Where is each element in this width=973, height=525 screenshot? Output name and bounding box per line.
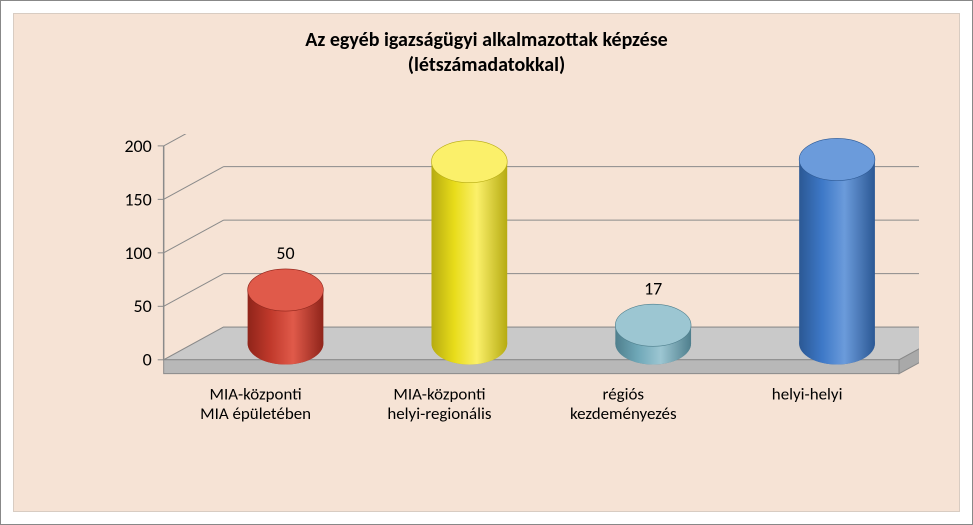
chart-title-line2: (létszámadatokkal) — [14, 53, 959, 78]
category-label: régiós — [603, 383, 645, 404]
ytick-label: 100 — [124, 242, 151, 264]
category-label: MIA épületében — [200, 403, 311, 424]
chart-plot-area: 05010015020050MIA-központiMIA épületében… — [74, 134, 919, 441]
bar-cylinder — [799, 159, 875, 364]
category-label: MIA-központi — [210, 383, 302, 404]
chart-background: Az egyéb igazságügyi alkalmazottak képzé… — [13, 13, 960, 512]
category-label: MIA-központi — [393, 383, 485, 404]
bar-value-label: 17 — [644, 277, 662, 299]
ytick-label: 200 — [124, 135, 151, 157]
bar-cylinder — [431, 162, 507, 365]
ytick-label: 0 — [143, 349, 152, 371]
chart-svg: 05010015020050MIA-központiMIA épületében… — [74, 134, 919, 441]
ytick-label: 150 — [124, 188, 151, 210]
ytick-label: 50 — [134, 295, 152, 317]
chart-title-line1: Az egyéb igazságügyi alkalmazottak képzé… — [14, 28, 959, 53]
chart-title: Az egyéb igazságügyi alkalmazottak képzé… — [14, 28, 959, 78]
category-label: kezdeményezés — [570, 403, 677, 424]
bar-value-label: 170 — [456, 134, 483, 136]
bar-value-label: 50 — [276, 242, 294, 264]
category-label: helyi-regionális — [387, 403, 492, 424]
category-label: helyi-helyi — [772, 383, 843, 404]
chart-frame: Az egyéb igazságügyi alkalmazottak képzé… — [0, 0, 973, 525]
